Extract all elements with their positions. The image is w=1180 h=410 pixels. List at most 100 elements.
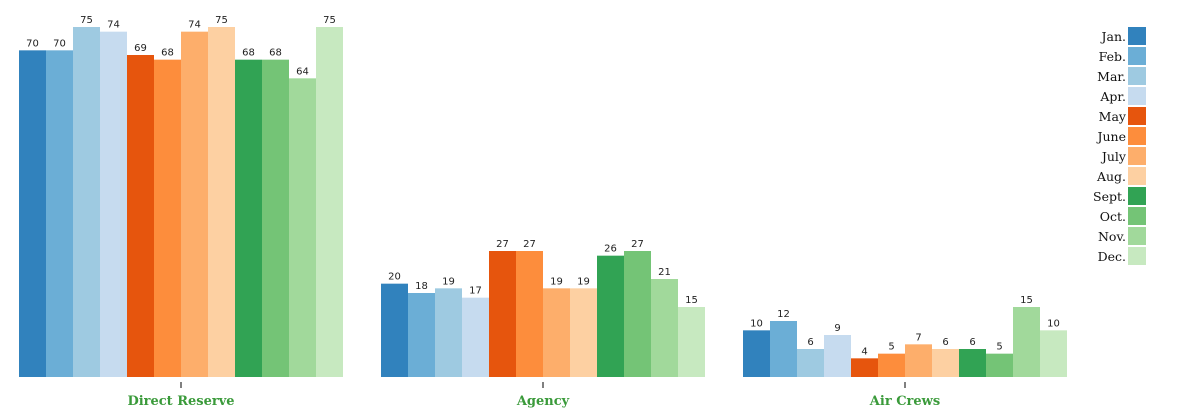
data-label: 18 [415,281,428,292]
data-label: 19 [577,276,590,287]
bar-agency-may [489,251,516,377]
bar-air-crews-mar [797,349,824,377]
legend-label: Nov. [1098,229,1126,244]
data-label: 70 [53,38,66,49]
data-label: 10 [1047,318,1060,329]
legend-swatch [1128,247,1146,265]
legend-swatch [1128,67,1146,85]
legend-swatch [1128,187,1146,205]
bar-agency-nov [651,279,678,377]
bar-direct-reserve-may [127,55,154,377]
data-label: 27 [496,239,509,250]
x-axis: Direct Reserve Agency Air Crews [127,382,940,409]
legend-label: June [1095,129,1126,144]
data-label: 6 [807,337,813,348]
legend-swatch [1128,107,1146,125]
data-label: 68 [242,48,255,59]
data-label: 19 [442,276,455,287]
legend-swatch [1128,207,1146,225]
legend-swatch [1128,167,1146,185]
data-label: 5 [996,342,1002,353]
data-label: 15 [685,295,698,306]
bar-direct-reserve-aug [208,27,235,377]
legend-swatch [1128,147,1146,165]
bars-layer [19,27,1067,378]
bar-air-crews-apr [824,335,851,377]
data-label: 12 [777,309,790,320]
data-label: 27 [523,239,536,250]
bar-direct-reserve-jan [19,50,46,377]
data-label: 6 [942,337,948,348]
bar-direct-reserve-july [181,31,208,378]
bar-agency-apr [462,297,489,377]
legend-swatch [1128,87,1146,105]
bar-agency-aug [570,288,597,377]
x-tick-label: Agency [516,394,570,409]
bar-direct-reserve-oct [262,59,289,378]
data-label: 5 [888,342,894,353]
data-label: 74 [107,20,120,31]
legend-label: May [1099,109,1127,124]
bar-agency-oct [624,251,651,377]
legend-label: Dec. [1098,249,1126,264]
legend: Jan. Feb. Mar. Apr. May June July Aug. Sept. Oct.… [1093,27,1146,265]
bar-agency-sept [597,255,624,377]
bar-direct-reserve-june [154,59,181,378]
legend-swatch [1128,227,1146,245]
x-tick-label: Air Crews [869,394,940,409]
bar-direct-reserve-feb [46,50,73,377]
data-label: 75 [215,15,228,26]
bar-air-crews-june [878,353,905,377]
data-label: 19 [550,276,563,287]
bar-agency-mar [435,288,462,377]
data-label: 7 [915,332,921,343]
x-tick-label: Direct Reserve [127,394,234,409]
bar-agency-july [543,288,570,377]
bar-air-crews-aug [932,349,959,377]
bar-air-crews-jan [743,330,770,377]
data-label: 64 [296,66,309,77]
legend-label: Jan. [1100,29,1127,44]
data-label: 68 [269,48,282,59]
data-label: 9 [834,323,840,334]
legend-label: Sept. [1093,189,1126,204]
bar-direct-reserve-nov [289,78,316,377]
data-label: 70 [26,38,39,49]
data-label: 17 [469,286,482,297]
data-label: 27 [631,239,644,250]
data-label: 26 [604,244,617,255]
bar-air-crews-may [851,358,878,377]
bar-direct-reserve-sept [235,59,262,378]
bar-air-crews-july [905,344,932,377]
data-label: 21 [658,267,671,278]
data-label: 75 [323,15,336,26]
bar-air-crews-feb [770,321,797,377]
bar-agency-dec [678,307,705,377]
bar-air-crews-sept [959,349,986,377]
data-label: 10 [750,318,763,329]
legend-label: Mar. [1097,69,1126,84]
bar-air-crews-nov [1013,307,1040,377]
legend-label: Feb. [1099,49,1126,64]
data-label: 4 [861,346,867,357]
legend-label: July [1100,149,1127,164]
data-label: 74 [188,20,201,31]
bar-direct-reserve-mar [73,27,100,377]
data-label: 69 [134,43,147,54]
legend-label: Apr. [1099,89,1126,104]
bar-air-crews-oct [986,353,1013,377]
data-label: 20 [388,272,401,283]
bar-direct-reserve-dec [316,27,343,377]
legend-label: Aug. [1096,169,1126,184]
data-label: 68 [161,48,174,59]
legend-swatch [1128,47,1146,65]
data-label: 6 [969,337,975,348]
bar-air-crews-dec [1040,330,1067,377]
bar-agency-june [516,251,543,377]
bar-agency-feb [408,293,435,377]
data-label: 75 [80,15,93,26]
legend-label: Oct. [1100,209,1126,224]
legend-swatch [1128,27,1146,45]
